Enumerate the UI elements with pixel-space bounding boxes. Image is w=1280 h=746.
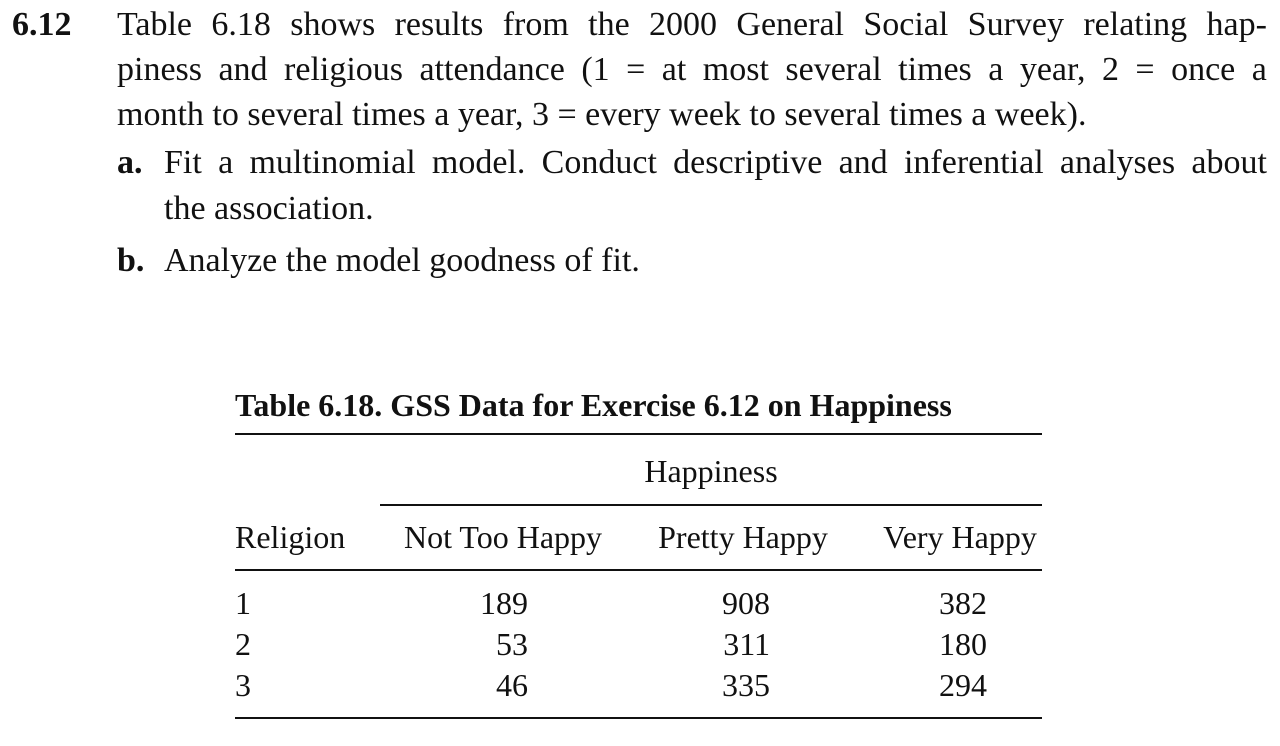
word: relating bbox=[1083, 6, 1188, 43]
word: Social bbox=[863, 6, 949, 43]
word: several bbox=[785, 51, 882, 88]
word: at bbox=[661, 51, 687, 88]
exercise-intro: Table 6.18 shows results from the 2000 G… bbox=[117, 2, 1267, 137]
spanner-rule bbox=[380, 504, 1042, 506]
intro-line-3: month to several times a year, 3 = every… bbox=[117, 96, 1087, 133]
row-label: 2 bbox=[235, 626, 251, 662]
table-top-rule bbox=[235, 433, 1042, 435]
word: inferential bbox=[903, 144, 1044, 181]
table-cell: 908 bbox=[722, 585, 770, 621]
header-rule bbox=[235, 569, 1042, 571]
word: 6.18 bbox=[211, 6, 271, 43]
word: (1 bbox=[581, 51, 610, 88]
word: General bbox=[736, 6, 844, 43]
word: Survey bbox=[967, 6, 1064, 43]
row-label: 1 bbox=[235, 585, 251, 621]
part-b-body: Analyze the model goodness of fit. bbox=[164, 242, 640, 279]
word: about bbox=[1191, 144, 1267, 181]
word: from bbox=[502, 6, 569, 43]
part-a-line-2: the association. bbox=[164, 190, 374, 227]
word: results bbox=[394, 6, 484, 43]
word: and bbox=[218, 51, 268, 88]
word: religious bbox=[284, 51, 404, 88]
word: Conduct bbox=[541, 144, 657, 181]
word: a bbox=[988, 51, 1004, 88]
word: most bbox=[702, 51, 769, 88]
word: once bbox=[1171, 51, 1236, 88]
intro-line-1: Table 6.18 shows results from the 2000 G… bbox=[117, 2, 1267, 47]
word: times bbox=[898, 51, 972, 88]
column-header: Very Happy bbox=[883, 519, 1037, 555]
part-a-label: a. bbox=[117, 144, 143, 181]
table-cell: 335 bbox=[722, 667, 770, 703]
word: year, bbox=[1019, 51, 1086, 88]
exercise-number: 6.12 bbox=[12, 6, 72, 43]
word: the bbox=[588, 6, 630, 43]
table-cell: 53 bbox=[496, 626, 528, 662]
table-cell: 294 bbox=[939, 667, 987, 703]
word: shows bbox=[290, 6, 376, 43]
word: hap- bbox=[1206, 6, 1267, 43]
part-b-label: b. bbox=[117, 242, 145, 279]
table-cell: 180 bbox=[939, 626, 987, 662]
table-cell: 382 bbox=[939, 585, 987, 621]
column-header: Pretty Happy bbox=[658, 519, 828, 555]
table-cell: 311 bbox=[723, 626, 770, 662]
part-b: b. Analyze the model goodness of fit. bbox=[117, 238, 1267, 284]
word: multinomial bbox=[249, 144, 416, 181]
word: attendance bbox=[419, 51, 565, 88]
word: a bbox=[1251, 51, 1267, 88]
word: a bbox=[218, 144, 234, 181]
word: descriptive bbox=[673, 144, 823, 181]
stub-header: Religion bbox=[235, 519, 346, 555]
table-bottom-rule bbox=[235, 717, 1042, 719]
word: Fit bbox=[164, 144, 202, 181]
word: 2000 bbox=[649, 6, 718, 43]
part-a-body: Fit a multinomial model. Conduct descrip… bbox=[164, 140, 1267, 232]
word: and bbox=[838, 144, 888, 181]
spanner-header: Happiness bbox=[644, 453, 778, 489]
word: = bbox=[626, 51, 646, 88]
word: analyses bbox=[1059, 144, 1176, 181]
part-a-line-1: Fit a multinomial model. Conduct descrip… bbox=[164, 140, 1267, 186]
word: piness bbox=[117, 51, 202, 88]
table-cell: 189 bbox=[480, 585, 528, 621]
word: 2 bbox=[1101, 51, 1119, 88]
word: = bbox=[1135, 51, 1155, 88]
table-caption: Table 6.18. GSS Data for Exercise 6.12 o… bbox=[235, 387, 952, 423]
table-cell: 46 bbox=[496, 667, 528, 703]
intro-line-2: piness and religious attendance (1 = at … bbox=[117, 47, 1267, 92]
column-header: Not Too Happy bbox=[403, 519, 603, 555]
word: Table bbox=[117, 6, 193, 43]
row-label: 3 bbox=[235, 667, 251, 703]
word: model. bbox=[431, 144, 526, 181]
part-a: a. Fit a multinomial model. Conduct desc… bbox=[117, 140, 1267, 232]
